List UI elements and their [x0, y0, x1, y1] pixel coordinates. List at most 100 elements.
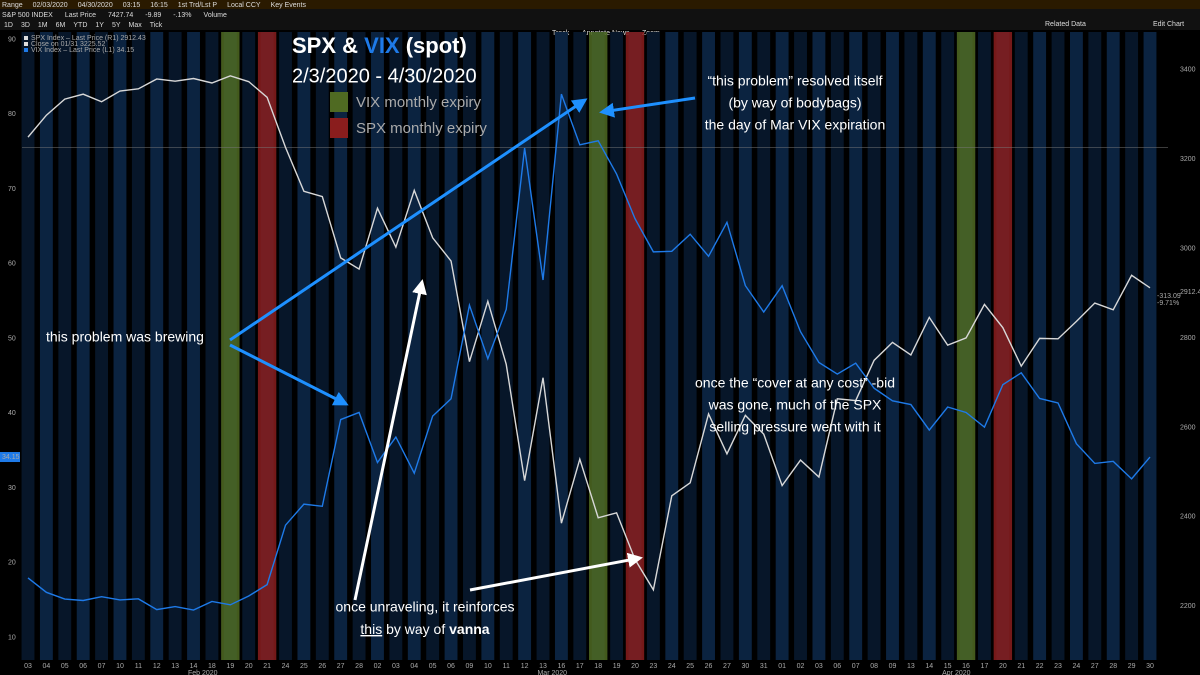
x-tick-label: 10: [484, 663, 492, 670]
arrow: [469, 552, 643, 592]
y2-tick-label: 2400: [1180, 514, 1196, 521]
x-tick-label: 19: [613, 663, 621, 670]
x-tick-label: 12: [153, 663, 161, 670]
band-legend-swatch: [330, 92, 348, 112]
range-button[interactable]: 5Y: [112, 22, 121, 29]
annotation: the day of Mar VIX expiration: [705, 117, 886, 133]
x-tick-label: 29: [1128, 663, 1136, 670]
day-column: [1125, 32, 1139, 660]
x-tick-label: 18: [208, 663, 216, 670]
y-tick-label: 40: [8, 410, 16, 417]
range-button[interactable]: 1M: [38, 22, 48, 29]
arrow: [353, 279, 427, 601]
expiry-band: [257, 32, 277, 660]
x-tick-label: 23: [1054, 663, 1062, 670]
header-field: -9.89: [145, 12, 161, 19]
x-tick-label: 17: [981, 663, 989, 670]
day-column: [812, 32, 826, 660]
day-column: [867, 32, 881, 660]
x-tick-label: 04: [42, 663, 50, 670]
day-column: [904, 32, 918, 660]
last-value: 34.15: [2, 454, 20, 461]
legend-swatch: [24, 42, 28, 46]
day-column: [463, 32, 476, 660]
day-column: [886, 32, 899, 660]
range-button[interactable]: 1D: [4, 22, 13, 29]
x-tick-label: 09: [889, 663, 897, 670]
header-field: S&P 500 INDEX: [2, 12, 53, 19]
header-field: 1st Trd/Lst P: [178, 2, 218, 9]
x-tick-label: 26: [705, 663, 713, 670]
annotation: this problem was brewing: [46, 329, 204, 345]
band-legend-label: VIX monthly expiry: [356, 94, 482, 111]
day-column: [1033, 32, 1047, 660]
day-column: [95, 32, 109, 660]
day-column: [536, 32, 550, 660]
x-tick-label: 10: [116, 663, 124, 670]
range-button[interactable]: 3D: [21, 22, 30, 29]
range-button[interactable]: Max: [129, 22, 143, 29]
day-column: [315, 32, 329, 660]
range-button[interactable]: Tick: [150, 22, 163, 29]
x-tick-label: 27: [337, 663, 345, 670]
day-column: [646, 32, 660, 660]
x-tick-label: 26: [318, 663, 326, 670]
header-field: 16:15: [150, 2, 168, 9]
day-column: [242, 32, 256, 660]
day-column: [407, 32, 421, 660]
day-column: [830, 32, 844, 660]
header-field: 02/03/2020: [33, 2, 68, 9]
day-column: [738, 32, 752, 660]
header-field: Last Price: [65, 12, 96, 19]
series-line: [27, 75, 1151, 592]
x-tick-label: 17: [576, 663, 584, 670]
x-tick-label: 05: [61, 663, 69, 670]
header-button[interactable]: Related Data: [1045, 21, 1086, 28]
day-column: [1051, 32, 1065, 660]
band-legend-swatch: [330, 118, 348, 138]
x-tick-label: 20: [631, 663, 639, 670]
x-tick-label: 02: [797, 663, 805, 670]
y2-tick-label: 2800: [1180, 335, 1196, 342]
y-tick-label: 60: [8, 261, 16, 268]
x-tick-label: 14: [190, 663, 198, 670]
day-column: [187, 32, 200, 660]
x-tick-label: 04: [410, 663, 418, 670]
x-tick-label: 15: [944, 663, 952, 670]
day-column: [297, 32, 311, 660]
x-tick-label: 06: [833, 663, 841, 670]
x-tick-label: 28: [1109, 663, 1117, 670]
day-column: [39, 32, 53, 660]
header-button[interactable]: Edit Chart: [1153, 21, 1184, 28]
x-tick-label: 07: [852, 663, 860, 670]
x-tick-label: 13: [907, 663, 915, 670]
month-label: Apr 2020: [942, 670, 971, 675]
x-tick-label: 08: [870, 663, 878, 670]
x-tick-label: 06: [79, 663, 87, 670]
day-column: [518, 32, 532, 660]
expiry-band: [956, 32, 976, 660]
expiry-band: [625, 32, 645, 660]
range-button[interactable]: YTD: [73, 22, 87, 29]
x-tick-label: 18: [594, 663, 602, 670]
day-column: [1106, 32, 1120, 660]
header-field: Local CCY: [227, 2, 261, 9]
chart-title: SPX & VIX (spot): [292, 33, 467, 58]
header-field: 04/30/2020: [78, 2, 113, 9]
x-tick-label: 16: [558, 663, 566, 670]
x-tick-label: 22: [1036, 663, 1044, 670]
day-column: [775, 32, 789, 660]
annotation: was gone, much of the SPX: [708, 397, 882, 413]
day-column: [499, 32, 513, 660]
x-tick-label: 23: [649, 663, 657, 670]
x-tick-label: 16: [962, 663, 970, 670]
y-tick-label: 10: [8, 634, 16, 641]
day-column: [1014, 32, 1028, 660]
annotation: once the “cover at any cost” -bid: [695, 375, 895, 391]
day-column: [389, 32, 403, 660]
arrow: [599, 96, 696, 118]
range-button[interactable]: 1Y: [95, 22, 104, 29]
day-column: [426, 32, 440, 660]
arrow: [229, 98, 588, 342]
range-button[interactable]: 6M: [56, 22, 66, 29]
